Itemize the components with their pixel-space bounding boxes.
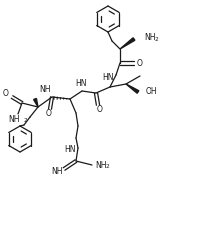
Text: NH: NH (143, 34, 155, 42)
Text: HN: HN (102, 72, 113, 81)
Text: 2: 2 (105, 163, 109, 168)
Polygon shape (33, 99, 38, 107)
Text: HN: HN (64, 145, 75, 153)
Polygon shape (119, 38, 134, 49)
Text: O: O (46, 109, 52, 118)
Text: NH: NH (95, 160, 106, 170)
Text: NH: NH (39, 86, 50, 94)
Text: O: O (3, 89, 9, 99)
Text: NH: NH (51, 168, 62, 177)
Text: 2: 2 (24, 118, 28, 123)
Text: NH: NH (8, 116, 20, 124)
Text: HN: HN (75, 79, 86, 89)
Polygon shape (125, 84, 138, 93)
Text: 2: 2 (154, 37, 158, 42)
Text: OH: OH (145, 87, 157, 96)
Text: O: O (97, 106, 102, 114)
Text: O: O (136, 59, 142, 67)
